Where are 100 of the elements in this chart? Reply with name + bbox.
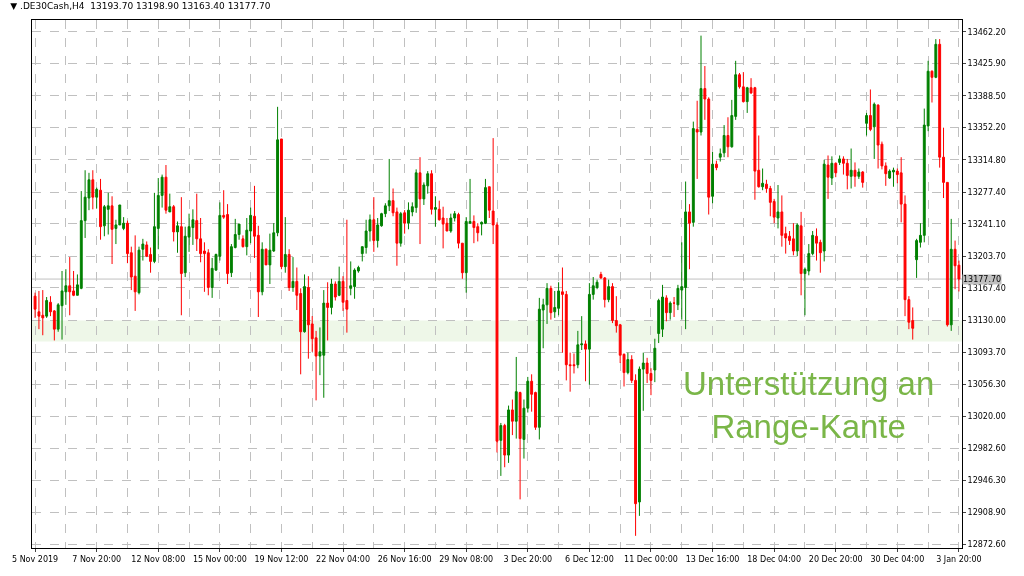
candlestick bbox=[711, 151, 715, 204]
x-tick-label: 29 Nov 08:00 bbox=[439, 554, 494, 564]
candlestick bbox=[110, 195, 114, 265]
candlestick bbox=[241, 234, 245, 249]
candlestick bbox=[849, 148, 853, 189]
candlestick bbox=[857, 168, 861, 180]
candlestick bbox=[68, 256, 72, 316]
candlestick bbox=[260, 241, 264, 296]
candlestick bbox=[499, 422, 503, 477]
candlestick bbox=[607, 279, 611, 303]
candlestick bbox=[330, 278, 333, 315]
candlestick bbox=[603, 276, 607, 308]
candlestick bbox=[172, 204, 176, 242]
candlestick bbox=[133, 234, 137, 312]
candlestick bbox=[953, 240, 957, 290]
candlestick bbox=[287, 248, 291, 292]
candlestick bbox=[626, 352, 630, 375]
y-tick-label: 13314.80 bbox=[967, 155, 1006, 165]
chart-title: ▼ .DE30Cash,H4 13193.70 13198.90 13163.40 13177.70 bbox=[10, 1, 271, 12]
candlestick bbox=[164, 164, 168, 215]
candlestick bbox=[210, 257, 214, 299]
y-tick-label: 13352.20 bbox=[967, 123, 1006, 133]
candlestick bbox=[830, 155, 834, 186]
candlestick bbox=[41, 289, 45, 336]
candlestick bbox=[430, 169, 433, 216]
candlestick bbox=[303, 273, 306, 334]
y-tick-label: 13388.50 bbox=[967, 91, 1006, 101]
candlestick bbox=[872, 102, 876, 160]
x-tick-label: 13 Dec 16:00 bbox=[685, 554, 740, 564]
candlestick bbox=[934, 38, 938, 79]
candlestick bbox=[722, 124, 726, 158]
candlestick bbox=[472, 214, 476, 244]
candlestick bbox=[433, 195, 437, 228]
x-tick-label: 12 Nov 08:00 bbox=[131, 554, 186, 564]
candlestick bbox=[264, 247, 268, 266]
candlestick bbox=[168, 193, 172, 213]
candlestick bbox=[761, 168, 765, 191]
candlestick bbox=[537, 297, 541, 440]
annotation: Unterstützung an Range-Kante bbox=[683, 365, 935, 445]
candlestick bbox=[930, 69, 934, 103]
x-tick-label: 5 Nov 2019 bbox=[12, 554, 59, 564]
candlestick bbox=[714, 160, 718, 171]
candlestick bbox=[584, 339, 587, 382]
candlestick bbox=[791, 222, 795, 256]
candlestick bbox=[322, 289, 326, 399]
x-tick-label: 3 Jan 20:00 bbox=[936, 554, 982, 564]
candlestick bbox=[449, 213, 453, 234]
x-tick-label: 19 Nov 12:00 bbox=[254, 554, 309, 564]
y-tick-label: 12908.90 bbox=[967, 508, 1006, 518]
candlestick bbox=[106, 192, 110, 235]
candlestick bbox=[279, 138, 283, 270]
candlestick bbox=[861, 170, 865, 189]
y-tick-label: 13020.00 bbox=[967, 411, 1006, 421]
candlestick bbox=[822, 159, 826, 262]
candlestick bbox=[510, 399, 514, 436]
candlestick bbox=[503, 423, 507, 468]
y-tick-label: 12946.30 bbox=[967, 475, 1006, 485]
candlestick bbox=[799, 211, 803, 296]
candlestick bbox=[853, 161, 857, 188]
candlestick bbox=[838, 154, 842, 166]
candlestick bbox=[91, 169, 95, 210]
candlestick bbox=[291, 256, 295, 293]
x-tick-label: 26 Nov 16:00 bbox=[377, 554, 432, 564]
candlestick bbox=[949, 218, 953, 332]
candlestick bbox=[699, 35, 703, 136]
candlestick bbox=[557, 281, 561, 316]
candlestick bbox=[876, 103, 880, 169]
candlestick bbox=[376, 217, 380, 249]
candlestick bbox=[345, 219, 349, 334]
candlestick bbox=[99, 178, 102, 241]
candlestick bbox=[868, 88, 872, 132]
candlestick bbox=[668, 300, 672, 321]
candlestick bbox=[845, 158, 849, 190]
candlestick bbox=[326, 281, 330, 341]
candlestick bbox=[518, 391, 522, 500]
candlestick bbox=[337, 266, 341, 297]
x-tick-label: 15 Nov 00:00 bbox=[192, 554, 247, 564]
candlestick bbox=[776, 184, 780, 229]
candlestick bbox=[834, 161, 838, 178]
candlestick bbox=[179, 196, 183, 316]
candlestick bbox=[95, 187, 99, 209]
x-tick-label: 30 Dec 04:00 bbox=[870, 554, 925, 564]
candlestick bbox=[695, 100, 699, 180]
y-tick-label: 12872.60 bbox=[967, 539, 1006, 549]
candlestick bbox=[407, 201, 410, 230]
candlestick bbox=[45, 296, 49, 319]
candlestick bbox=[726, 116, 730, 158]
y-tick-label: 13093.70 bbox=[967, 347, 1006, 357]
candlestick bbox=[414, 168, 418, 214]
ref-line-label: 13177.70 bbox=[963, 275, 1002, 284]
y-tick-label: 13462.20 bbox=[967, 27, 1006, 37]
y-tick-label: 13130.00 bbox=[967, 316, 1006, 326]
y-tick-label: 13277.40 bbox=[967, 188, 1006, 198]
x-tick-label: 18 Dec 04:00 bbox=[747, 554, 802, 564]
x-tick-label: 11 Dec 00:00 bbox=[624, 554, 678, 564]
y-tick-label: 13167.40 bbox=[967, 283, 1006, 293]
candlestick bbox=[418, 156, 422, 245]
candlestick bbox=[653, 338, 657, 383]
candlestick bbox=[60, 270, 64, 341]
y-tick-label: 13425.90 bbox=[967, 59, 1006, 69]
